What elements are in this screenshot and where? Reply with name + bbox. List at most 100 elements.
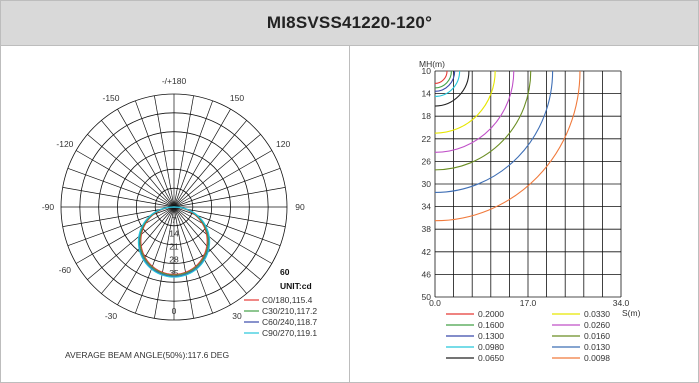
iso-contour-6 — [434, 70, 515, 153]
page-title: MI8SVSS41220-120° — [266, 13, 433, 32]
polar-radial-tick: 21 — [169, 242, 179, 252]
iso-ytick: 50 — [422, 292, 432, 302]
polar-radial-tick: 7 — [172, 215, 177, 225]
iso-xlabel: S(m) — [622, 308, 641, 318]
iso-legend-label: 0.0160 — [584, 331, 610, 341]
polar-spoke — [173, 187, 286, 208]
title-bar: MI8SVSS41220-120° — [1, 1, 698, 46]
iso-legend-label: 0.0260 — [584, 320, 610, 330]
polar-legend-label: C90/270,119.1 — [262, 328, 317, 338]
iso-xtick: 0.0 — [429, 298, 441, 308]
beam-angle-note: AVERAGE BEAM ANGLE(50%):117.6 DEG — [65, 350, 229, 360]
polar-angle-label: -60 — [59, 265, 72, 275]
polar-spoke — [173, 108, 231, 208]
iso-legend-label: 0.1300 — [478, 331, 504, 341]
polar-spoke — [75, 206, 175, 264]
iso-legend-label: 0.0980 — [478, 342, 504, 352]
polar-angle-label: 150 — [230, 93, 244, 103]
polar-radial-tick: 28 — [169, 255, 179, 265]
polar-angle-label: -150 — [102, 93, 119, 103]
polar-spoke — [154, 206, 175, 319]
iso-legend-label: 0.0130 — [584, 342, 610, 352]
iso-contour-5 — [434, 70, 496, 134]
polar-spoke — [62, 187, 175, 208]
polar-angle-label: 120 — [276, 139, 290, 149]
iso-ytick: 22 — [422, 134, 432, 144]
iso-legend-label: 0.1600 — [478, 320, 504, 330]
polar-spoke — [67, 168, 175, 208]
polar-curve-0 — [140, 206, 208, 276]
polar-spoke — [173, 95, 194, 208]
iso-contour-9 — [434, 70, 581, 222]
polar-spoke — [117, 108, 175, 208]
iso-contour-3 — [434, 70, 461, 97]
iso-contour-0 — [434, 70, 448, 84]
iso-ytick: 10 — [422, 66, 432, 76]
polar-spoke — [173, 206, 213, 314]
polar-curve-3 — [137, 206, 211, 278]
polar-spoke — [173, 206, 273, 264]
polar-curve-1 — [139, 206, 209, 276]
iso-contour-2 — [434, 70, 456, 92]
polar-spoke — [173, 206, 286, 227]
polar-spoke — [135, 206, 175, 314]
iso-ytick: 46 — [422, 269, 432, 279]
polar-spoke — [154, 95, 175, 208]
iso-xtick: 17.0 — [520, 298, 537, 308]
iso-ytick: 38 — [422, 224, 432, 234]
iso-ytick: 26 — [422, 156, 432, 166]
polar-spoke — [173, 120, 247, 208]
polar-legend-label: C60/240,118.7 — [262, 317, 317, 327]
polar-spoke — [62, 206, 175, 227]
polar-spoke — [173, 100, 213, 208]
polar-legend-label: C0/180,115.4 — [262, 295, 313, 305]
isolux-chart: 10 14 18 22 26 30 34 38 42 46 50 MH(m) 0.0 17.0 34.0S(… — [419, 59, 641, 363]
polar-angle-label: -90 — [42, 202, 55, 212]
polar-spoke — [101, 120, 175, 208]
iso-contour-7 — [434, 70, 532, 171]
polar-angle-label: -30 — [105, 311, 118, 321]
iso-contour-1 — [434, 70, 452, 89]
iso-contour-4 — [434, 70, 470, 107]
panel-divider — [349, 46, 350, 382]
polar-angle-label: -120 — [56, 139, 73, 149]
polar-spoke — [173, 206, 194, 319]
iso-legend-label: 0.0098 — [584, 353, 610, 363]
iso-ytick: 14 — [422, 89, 432, 99]
polar-spoke — [87, 206, 175, 280]
polar-angle-label: 30 — [232, 311, 242, 321]
polar-angle-label: 0 — [172, 306, 177, 316]
polar-scale-label: 60 — [280, 267, 290, 277]
polar-spoke — [173, 134, 261, 208]
iso-legend-label: 0.0330 — [584, 309, 610, 319]
polar-spoke — [135, 100, 175, 208]
polar-radial-tick: 35 — [169, 268, 179, 278]
iso-ytick: 30 — [422, 179, 432, 189]
iso-legend-label: 0.2000 — [478, 309, 504, 319]
polar-spoke — [173, 168, 281, 208]
polar-spoke — [87, 134, 175, 208]
polar-angle-label: -/+180 — [162, 76, 187, 86]
polar-unit-label: UNIT:cd — [280, 281, 312, 291]
polar-spoke — [173, 206, 261, 280]
polar-spoke — [67, 206, 175, 246]
polar-radial-tick: 14 — [169, 228, 179, 238]
iso-ylabel: MH(m) — [419, 59, 445, 69]
iso-contour-8 — [434, 70, 554, 194]
polar-angle-label: 90 — [295, 202, 305, 212]
polar-spoke — [117, 206, 175, 306]
iso-xtick: 34.0 — [613, 298, 630, 308]
iso-ytick: 18 — [422, 111, 432, 121]
iso-legend-label: 0.0650 — [478, 353, 504, 363]
polar-spoke — [75, 150, 175, 208]
polar-spoke — [173, 206, 231, 306]
polar-spoke — [173, 206, 281, 246]
polar-spoke — [101, 206, 175, 294]
polar-spoke — [173, 206, 247, 294]
polar-legend-label: C30/210,117.2 — [262, 306, 317, 316]
polar-chart: -/+180 150 -150 120 -120 90 -90 -60 -30 30 0 7 14 21 2… — [42, 76, 318, 360]
polar-spoke — [173, 150, 273, 208]
iso-ytick: 42 — [422, 247, 432, 257]
iso-ytick: 34 — [422, 202, 432, 212]
